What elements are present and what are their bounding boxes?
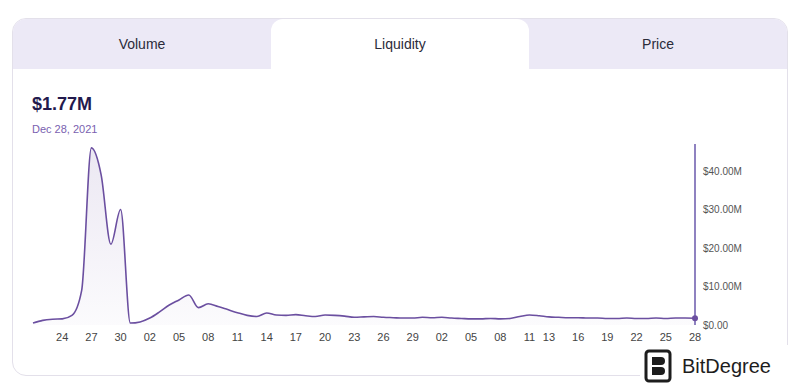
svg-text:27: 27	[85, 331, 97, 343]
svg-text:02: 02	[144, 331, 156, 343]
svg-text:17: 17	[290, 331, 302, 343]
svg-text:16: 16	[572, 331, 584, 343]
svg-text:$20.00M: $20.00M	[703, 243, 742, 254]
svg-text:11: 11	[524, 331, 535, 343]
html-text:BitDegree: BitDegree	[682, 354, 771, 377]
svg-text:24: 24	[56, 331, 68, 343]
svg-text:20: 20	[319, 331, 331, 343]
svg-text:08: 08	[494, 331, 506, 343]
svg-text:02: 02	[436, 331, 448, 343]
svg-text:$10.00M: $10.00M	[703, 281, 742, 292]
svg-text:29: 29	[407, 331, 419, 343]
html-text:Volume: Volume	[118, 36, 166, 52]
html-text:Price: Price	[642, 36, 674, 52]
svg-text:$40.00M: $40.00M	[703, 166, 742, 177]
svg-text:28: 28	[689, 331, 701, 343]
svg-text:26: 26	[377, 331, 389, 343]
svg-text:$0.00: $0.00	[703, 320, 728, 331]
svg-text:05: 05	[465, 331, 477, 343]
svg-text:$30.00M: $30.00M	[703, 204, 742, 215]
html-text:$1.77M: $1.77M	[32, 94, 92, 114]
html-text:Liquidity: Liquidity	[374, 36, 426, 52]
svg-text:30: 30	[114, 331, 126, 343]
svg-text:22: 22	[630, 331, 642, 343]
html-text:Dec 28, 2021: Dec 28, 2021	[32, 123, 98, 135]
svg-text:11: 11	[232, 331, 243, 343]
svg-text:08: 08	[202, 331, 214, 343]
svg-text:13: 13	[543, 331, 555, 343]
svg-text:19: 19	[601, 331, 613, 343]
svg-text:23: 23	[348, 331, 360, 343]
svg-text:25: 25	[660, 331, 672, 343]
svg-text:14: 14	[261, 331, 273, 343]
svg-text:05: 05	[173, 331, 185, 343]
